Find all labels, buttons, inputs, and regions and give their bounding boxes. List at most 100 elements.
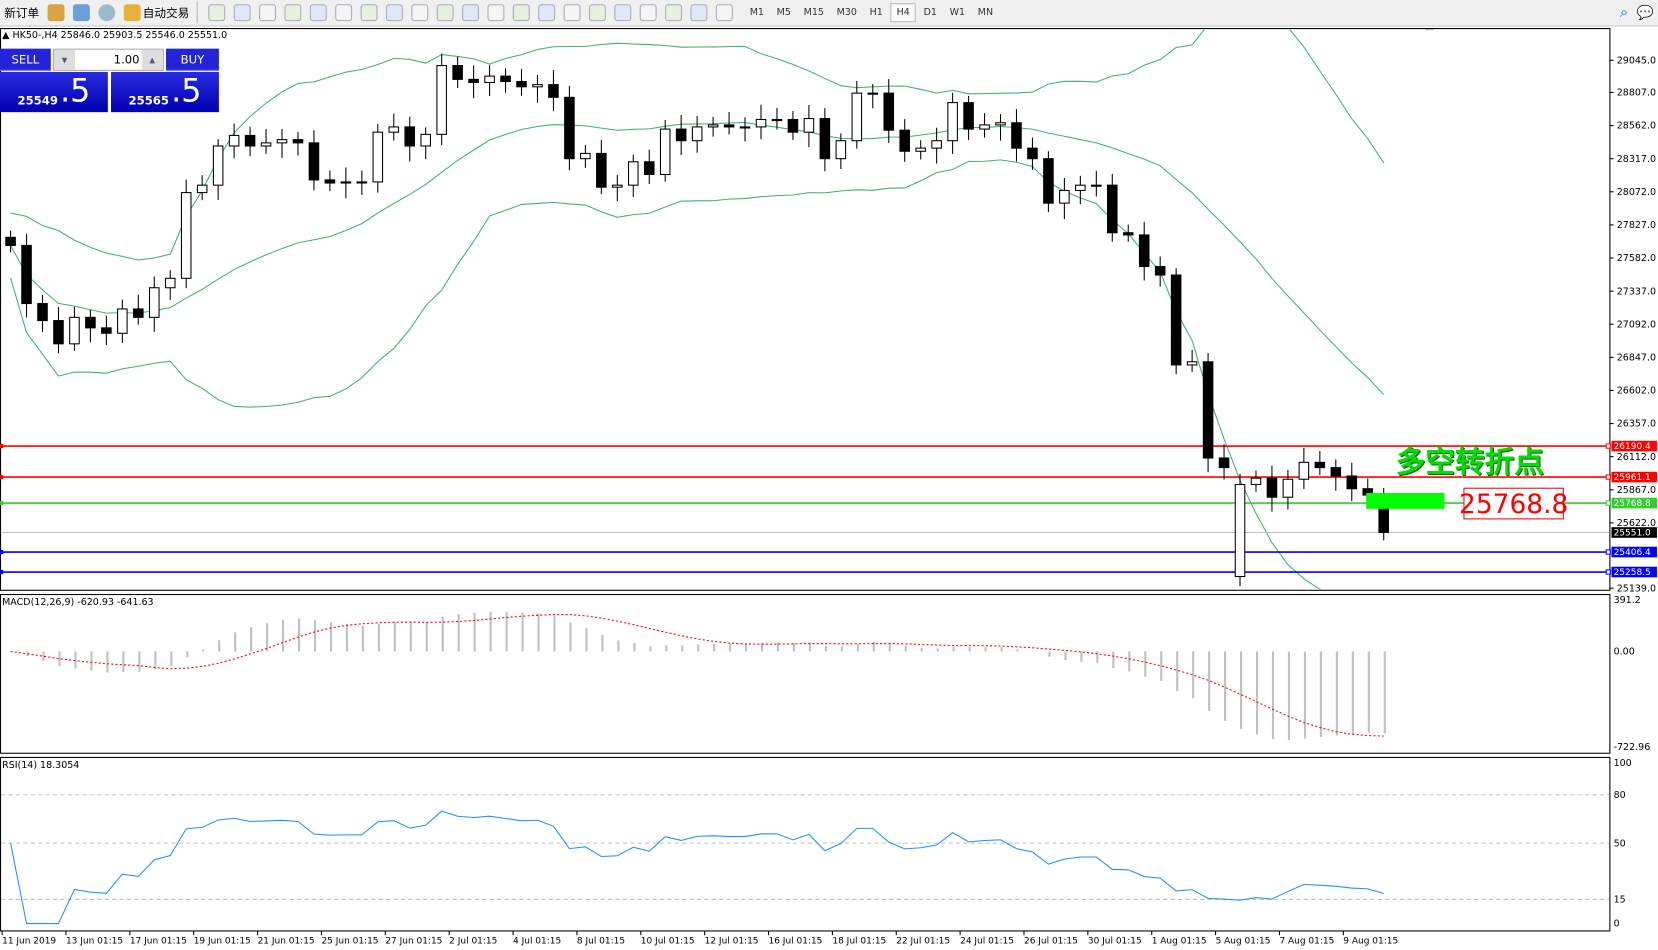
bull-candle: [117, 308, 128, 334]
tile-windows-icon[interactable]: [335, 4, 353, 22]
lot-input[interactable]: [75, 52, 142, 67]
bull-candle: [388, 126, 400, 133]
level-handle: [0, 500, 4, 506]
time-axis-label: 8 Jul 01:15: [577, 937, 625, 947]
buy-button[interactable]: BUY: [166, 48, 219, 71]
timeframe-m15[interactable]: M15: [803, 7, 824, 18]
price-axis-label: 27337.0: [1617, 286, 1656, 297]
bear-candle: [883, 92, 895, 131]
bull-candle: [420, 133, 431, 147]
price-chart[interactable]: 29045.0 28807.0 28562.0 28317.0 28072.0 27827…: [0, 28, 1658, 950]
chart-shift-icon[interactable]: [360, 4, 378, 22]
level-price-label: 25258.5: [1614, 568, 1651, 578]
timeframe-h1[interactable]: H1: [869, 7, 883, 18]
time-axis-label: 10 Jul 01:15: [641, 937, 695, 947]
zoom-in-icon[interactable]: [284, 4, 302, 22]
trendline-icon[interactable]: [588, 4, 606, 22]
new-order-button[interactable]: 新订单: [0, 1, 43, 24]
crosshair-icon[interactable]: [512, 4, 530, 22]
bear-candle: [452, 65, 463, 80]
timeframe-h4[interactable]: H4: [890, 3, 917, 23]
bull-candle: [931, 140, 942, 149]
level-handle: [1605, 474, 1611, 480]
candlestick-icon[interactable]: [233, 4, 251, 22]
level-price-tag: [1611, 471, 1657, 483]
bear-candle: [308, 142, 320, 181]
bear-candle: [963, 102, 974, 130]
price-axis-label: 29045.0: [1617, 55, 1656, 66]
timeframe-w1[interactable]: W1: [949, 7, 966, 18]
horizontal-line-icon[interactable]: [563, 4, 581, 22]
zoom-out-icon[interactable]: [309, 4, 327, 22]
text-label-icon[interactable]: [690, 4, 708, 22]
level-price-label: 25406.4: [1614, 548, 1651, 558]
timeframe-m30[interactable]: M30: [836, 7, 857, 18]
gann-icon[interactable]: [639, 4, 657, 22]
bear-candle: [1027, 147, 1038, 160]
bull-candle: [659, 128, 671, 176]
bull-candle: [1186, 361, 1198, 366]
bear-candle: [324, 179, 336, 184]
bull-candle: [995, 122, 1006, 126]
timeframe-d1[interactable]: D1: [923, 7, 937, 18]
price-axis-label: 25867.0: [1617, 485, 1656, 496]
buy-price[interactable]: 25565.5: [111, 71, 219, 113]
turning-point-annotation: 多空转折点: [1395, 444, 1544, 480]
bull-candle: [1234, 483, 1246, 578]
bear-candle: [101, 327, 112, 334]
macd-pane: [0, 594, 1611, 754]
bull-candle: [1282, 478, 1294, 498]
lot-decrease-button[interactable]: ▼: [53, 49, 76, 70]
signals-icon[interactable]: [94, 1, 119, 24]
bull-candle: [851, 92, 863, 142]
auto-scroll-icon[interactable]: [385, 4, 403, 22]
templates-icon[interactable]: [462, 4, 480, 22]
bull-candle: [436, 65, 447, 135]
rsi-axis-label: 80: [1614, 790, 1626, 801]
timeframe-mn[interactable]: MN: [977, 7, 994, 18]
search-icon[interactable]: ⌕: [1619, 4, 1629, 22]
time-axis-label: 12 Jul 01:15: [705, 937, 759, 947]
periods-icon[interactable]: [436, 4, 454, 22]
auto-trading-button[interactable]: 自动交易: [119, 1, 193, 24]
bull-candle: [340, 181, 352, 184]
price-axis-label: 28807.0: [1617, 88, 1656, 99]
time-axis-label: 25 Jun 01:15: [321, 937, 378, 947]
bull-candle: [835, 140, 847, 160]
time-axis-label: 22 Jul 01:15: [896, 937, 950, 947]
price-axis-label: 27827.0: [1617, 220, 1656, 231]
timeframe-m5[interactable]: M5: [776, 7, 791, 18]
level-price-label: 26190.4: [1614, 442, 1651, 452]
bear-candle: [1043, 158, 1054, 204]
gold-bars-icon[interactable]: [43, 1, 68, 24]
sell-button[interactable]: SELL: [0, 48, 51, 71]
fibonacci-icon[interactable]: [614, 4, 632, 22]
timeframe-bar: M1 M5 M15 M30 H1 H4 D1 W1 MN: [740, 1, 1002, 24]
auto-trading-label: 自动交易: [142, 6, 190, 21]
bar-chart-icon[interactable]: [208, 4, 226, 22]
bull-candle: [1059, 189, 1070, 204]
timeframe-m1[interactable]: M1: [749, 7, 764, 18]
lot-stepper[interactable]: ▼ ▲: [52, 48, 164, 71]
chat-icon[interactable]: 💬: [1636, 4, 1654, 21]
arrows-icon[interactable]: [715, 4, 733, 22]
one-click-trading-panel: SELL ▼ ▲ BUY 25549.5 25565.5: [0, 48, 219, 113]
main-pane: [0, 28, 1611, 591]
market-watch-icon[interactable]: [69, 1, 94, 24]
cursor-icon[interactable]: [487, 4, 505, 22]
lot-increase-button[interactable]: ▲: [141, 49, 163, 70]
bull-candle: [691, 126, 703, 142]
vertical-line-icon[interactable]: [538, 4, 556, 22]
new-indicator-icon[interactable]: [411, 4, 429, 22]
bull-candle: [803, 118, 815, 133]
price-axis-label: 28562.0: [1617, 121, 1656, 132]
price-axis-label: 26357.0: [1617, 419, 1656, 430]
macd-axis-label: 391.2: [1614, 595, 1641, 606]
line-chart-icon[interactable]: [259, 4, 276, 22]
text-icon[interactable]: [665, 4, 683, 22]
sell-price[interactable]: 25549.5: [0, 71, 108, 113]
rsi-pane: [0, 756, 1611, 932]
bear-candle: [1218, 457, 1230, 469]
bear-candle: [1346, 475, 1358, 490]
